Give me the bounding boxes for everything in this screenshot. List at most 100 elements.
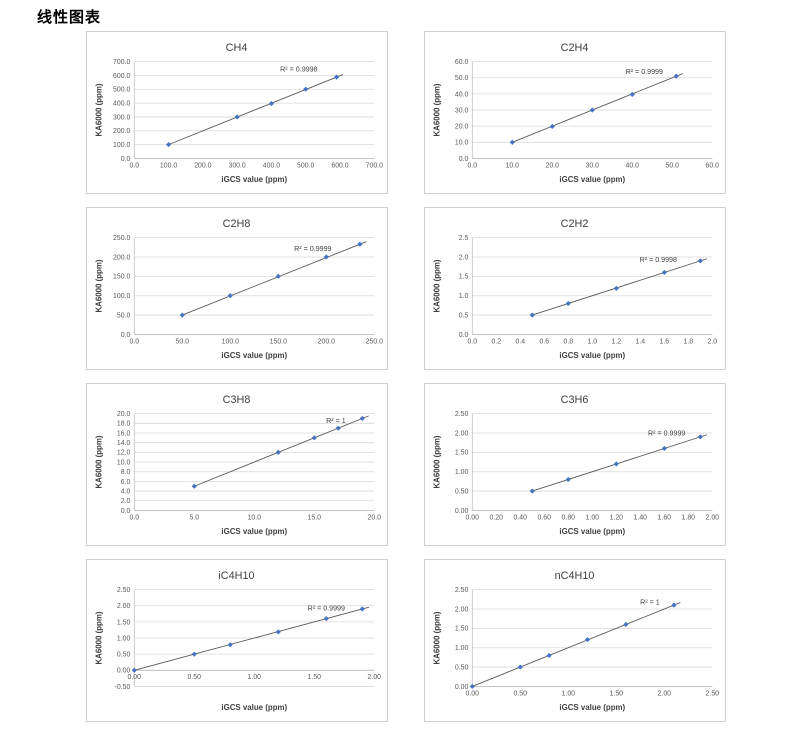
y-tick-label: 0.50 <box>455 488 469 495</box>
y-tick-label: 0.00 <box>455 684 469 691</box>
x-tick-label: 5.0 <box>189 514 199 521</box>
chart-title: C2H2 <box>561 218 589 230</box>
data-point-marker <box>584 637 591 643</box>
y-tick-label: 1.0 <box>459 293 469 300</box>
data-point-marker <box>517 664 523 670</box>
chart-iC4H10: -0.50 0.00 0.50 1.00 1.50 2.00 2.50 0.00 0.50 1.0… <box>86 559 388 722</box>
y-tick-label: 300.0 <box>113 114 130 121</box>
x-tick-label: 1.8 <box>683 338 693 345</box>
x-tick-label: 0.20 <box>490 514 504 521</box>
y-tick-label: 0.50 <box>455 664 469 671</box>
x-axis-title: iGCS value (ppm) <box>559 527 625 536</box>
y-axis-title: KA6000 (ppm) <box>433 83 442 136</box>
x-tick-label: 2.00 <box>658 690 672 697</box>
r2-label: R² = 0.9999 <box>294 245 331 253</box>
x-tick-label: 1.00 <box>248 674 262 681</box>
y-tick-label: 0.0 <box>459 332 469 339</box>
data-point-marker <box>697 258 703 264</box>
x-tick-label: 300.0 <box>228 162 245 169</box>
x-tick-label: 0.40 <box>514 514 528 521</box>
data-point-marker <box>661 269 667 276</box>
x-tick-label: 0.60 <box>538 514 552 521</box>
chart-C3H8: 0.0 2.0 4.0 6.0 8.0 10.0 12.0 14.0 16.0 18.0 20.0 0… <box>86 383 388 546</box>
y-tick-label: 20.0 <box>117 411 131 418</box>
data-point-marker <box>359 606 365 612</box>
x-tick-label: 700.0 <box>366 162 383 169</box>
chart-title: nC4H10 <box>555 570 595 582</box>
x-tick-label: 50.0 <box>176 338 190 345</box>
y-tick-label: 1.50 <box>455 626 469 633</box>
x-tick-label: 0.50 <box>188 674 202 681</box>
charts-grid: 0.0 100.0 200.0 300.0 400.0 500.0 600.0 700.0 0.… <box>86 31 726 722</box>
y-tick-label: 12.0 <box>117 450 131 457</box>
chart-title: C3H6 <box>561 394 589 406</box>
x-tick-label: 100.0 <box>160 162 177 169</box>
data-point-marker <box>268 100 274 107</box>
x-tick-label: 0.0 <box>129 514 139 521</box>
y-tick-label: 40.0 <box>455 91 469 98</box>
data-point-marker <box>671 602 677 608</box>
chart-svg-C3H8: 0.0 2.0 4.0 6.0 8.0 10.0 12.0 14.0 16.0 18.0 20.0 0… <box>95 394 381 536</box>
x-tick-label: 0.00 <box>466 690 480 697</box>
x-tick-label: 0.00 <box>466 514 480 521</box>
r2-label: R² = 0.9999 <box>648 429 685 437</box>
y-tick-label: 200.0 <box>113 128 130 135</box>
trendline <box>182 241 367 316</box>
data-point-marker <box>311 435 317 441</box>
chart-title: C2H8 <box>223 218 251 230</box>
x-tick-label: 1.20 <box>610 514 624 521</box>
trendline <box>168 74 344 146</box>
x-tick-label: 150.0 <box>270 338 287 345</box>
y-tick-label: 50.0 <box>117 312 131 319</box>
data-point-marker <box>275 273 281 279</box>
y-tick-label: 1.00 <box>455 469 469 476</box>
y-tick-label: 30.0 <box>455 107 469 114</box>
x-axis-title: iGCS value (ppm) <box>221 351 287 360</box>
x-tick-label: 2.00 <box>706 514 720 521</box>
data-point-marker <box>469 683 475 689</box>
y-tick-label: 0.5 <box>459 312 469 319</box>
data-point-marker <box>275 629 281 635</box>
trendline <box>194 415 369 487</box>
data-point-marker <box>179 312 185 318</box>
y-tick-label: 600.0 <box>113 73 130 80</box>
x-tick-label: 1.00 <box>562 690 576 697</box>
x-tick-label: 100.0 <box>222 338 239 345</box>
chart-svg-iC4H10: -0.50 0.00 0.50 1.00 1.50 2.00 2.50 0.00 0.50 1.0… <box>95 570 381 712</box>
x-tick-label: 1.4 <box>635 338 645 345</box>
data-point-marker <box>623 621 629 628</box>
data-point-marker <box>359 415 365 422</box>
y-tick-label: 2.0 <box>121 498 131 505</box>
x-tick-label: 1.40 <box>634 514 648 521</box>
x-tick-label: 10.0 <box>248 514 262 521</box>
x-tick-label: 1.80 <box>682 514 696 521</box>
chart-title: C3H8 <box>223 394 251 406</box>
y-tick-label: 16.0 <box>117 430 131 437</box>
data-point-marker <box>697 434 703 440</box>
y-axis-title: KA6000 (ppm) <box>95 611 104 664</box>
y-tick-label: 2.50 <box>455 587 469 594</box>
x-tick-label: 1.60 <box>658 514 672 521</box>
x-tick-label: 0.8 <box>563 338 573 345</box>
y-tick-label: 0.0 <box>121 332 131 339</box>
data-point-marker <box>549 123 555 130</box>
data-point-marker <box>165 142 172 148</box>
y-tick-label: 250.0 <box>113 235 130 242</box>
data-point-marker <box>565 476 571 483</box>
data-point-marker <box>191 651 197 657</box>
x-tick-label: 0.80 <box>562 514 576 521</box>
x-tick-label: 1.50 <box>610 690 624 697</box>
x-axis-title: iGCS value (ppm) <box>559 703 625 712</box>
y-tick-label: 2.50 <box>117 587 131 594</box>
x-tick-label: 0.0 <box>129 162 139 169</box>
y-tick-label: 2.00 <box>455 430 469 437</box>
y-tick-label: 2.50 <box>455 411 469 418</box>
x-tick-label: 0.2 <box>491 338 501 345</box>
y-tick-label: 10.0 <box>117 459 131 466</box>
data-point-marker <box>509 139 515 145</box>
x-axis-title: iGCS value (ppm) <box>559 351 625 360</box>
y-tick-label: 4.0 <box>121 488 131 495</box>
x-axis-title: iGCS value (ppm) <box>221 527 287 536</box>
chart-CH4: 0.0 100.0 200.0 300.0 400.0 500.0 600.0 700.0 0.… <box>86 31 388 194</box>
y-tick-label: 0.0 <box>459 156 469 163</box>
